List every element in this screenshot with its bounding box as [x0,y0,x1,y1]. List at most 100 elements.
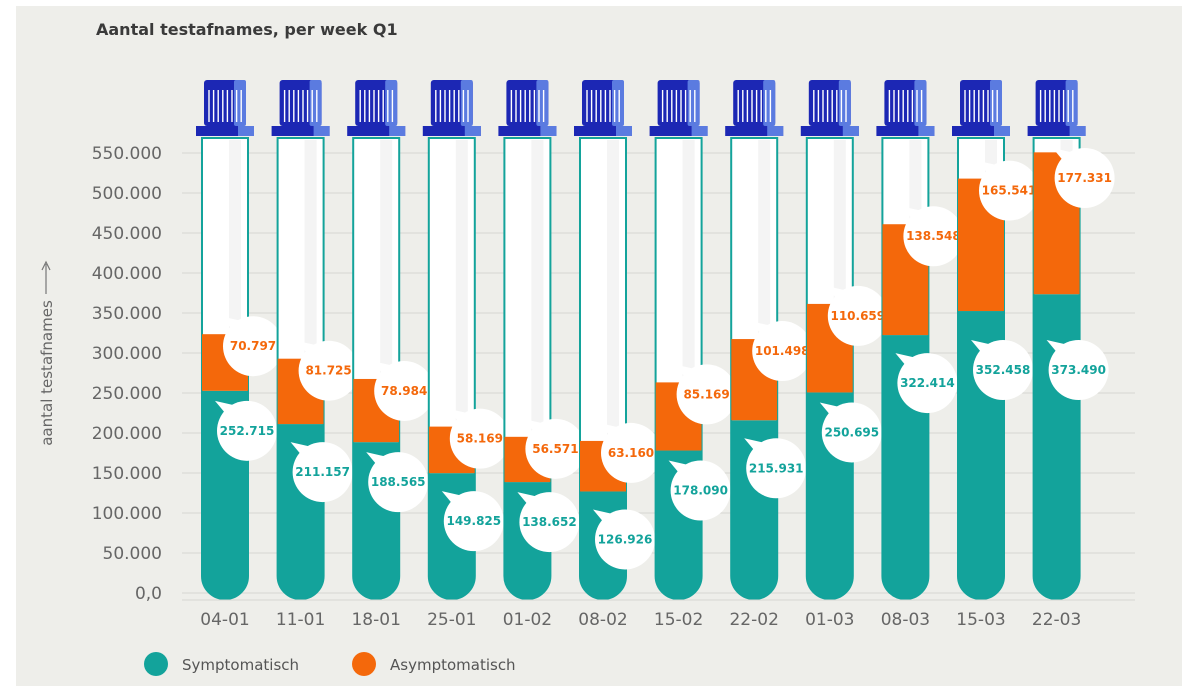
legend-label-asymptomatisch: Asymptomatisch [390,656,516,674]
data-label-asymptomatisch: 165.541 [982,184,1037,198]
bubble-circle [292,442,353,503]
cap-rim-shine [767,126,784,136]
bubble-circle [903,206,964,267]
tube-group: 352.458 165.541 [952,80,1039,600]
data-label-asymptomatisch: 138.548 [906,229,961,243]
bubble-tail [215,400,237,413]
cap-shine [838,80,851,126]
data-label-symptomatisch-bubble: 252.715 [215,400,277,461]
legend: Symptomatisch Asymptomatisch [144,652,516,676]
bubble-circle [298,340,359,401]
data-label-asymptomatisch-bubble: 78.984 [372,360,435,421]
tube-cap [876,80,935,136]
tube-highlight [607,140,619,441]
data-label-symptomatisch: 373.490 [1051,363,1106,377]
bubble-tail [977,160,999,173]
tube-group: 250.695 110.659 [800,80,888,600]
cap-rim [1027,126,1086,136]
data-label-asymptomatisch-bubble: 138.548 [901,206,964,267]
y-tick-label: 50.000 [103,544,162,564]
data-label-asymptomatisch: 78.984 [381,384,427,398]
tube-cap [574,80,632,136]
cap-rim-shine [616,126,632,136]
bubble-tail [366,452,389,465]
bubble-tail [1046,340,1069,352]
bubble-tail [750,321,773,334]
data-label-asymptomatisch-bubble: 70.797 [221,316,283,377]
tube-group: 188.565 78.984 [347,80,435,600]
y-tick-label: 300.000 [92,344,162,364]
data-label-asymptomatisch: 110.659 [830,309,885,323]
bubble-tail [599,422,621,435]
bubble-circle [973,340,1033,400]
data-label-asymptomatisch: 63.160 [608,446,654,460]
tube-group: 215.931 101.498 [725,80,813,600]
cap-rim-shine [238,126,254,136]
y-tick-label: 550.000 [92,144,162,164]
cap-rim-shine [918,126,935,136]
y-tick-label: 350.000 [92,304,162,324]
x-tick-label: 04-01 [200,610,249,630]
y-tick-label: 250.000 [92,384,162,404]
tube-group: 149.825 58.169 [422,80,510,600]
data-label-asymptomatisch: 85.169 [683,387,729,401]
data-label-symptomatisch: 322.414 [900,376,955,390]
data-label-asymptomatisch-bubble: 165.541 [977,160,1039,221]
bubble-circle [368,452,429,513]
bubble-circle [443,491,504,552]
cap-rim [347,126,406,136]
cap-rim-shine [994,126,1010,136]
tube-group: 126.926 63.160 [574,80,661,600]
y-tick-label: 150.000 [92,464,162,484]
tube-highlight [531,140,544,437]
cap-shine [990,80,1002,126]
tube-group: 373.490 177.331 [1027,80,1115,600]
data-label-asymptomatisch: 70.797 [230,339,276,353]
cap-shine [460,80,473,126]
cap-rim [574,126,632,136]
chart-title-main: Aantal testafnames [96,20,273,39]
data-label-asymptomatisch: 56.571 [532,442,578,456]
bubble-tail [819,402,842,415]
cap-rim [800,126,859,136]
bar-symptomatisch [1033,294,1080,599]
bubble-circle [676,364,737,425]
cap-rim-shine [842,126,859,136]
bubble-circle [670,460,731,521]
chart-title: Aantal testafnames, per week Q1 [96,20,398,39]
cap-rim-shine [389,126,406,136]
tube-group: 178.090 85.169 [649,80,737,600]
bubble-tail [593,509,615,522]
data-label-symptomatisch: 138.652 [522,515,577,529]
tube-highlight [380,140,393,379]
data-label-asymptomatisch: 58.169 [457,432,503,446]
tube-group: 322.414 138.548 [876,80,964,600]
y-axis-arrow [41,260,51,294]
y-tick-label: 450.000 [92,224,162,244]
bubble-tail [825,285,848,298]
tube-highlight [455,140,468,427]
tube-cap [725,80,784,136]
data-label-symptomatisch: 215.931 [749,461,804,475]
data-label-symptomatisch: 188.565 [371,475,426,489]
data-label-asymptomatisch-bubble: 101.498 [750,321,813,382]
bubble-circle [897,353,958,414]
data-label-symptomatisch-bubble: 322.414 [895,353,958,414]
cap-shine [536,80,549,126]
data-label-symptomatisch: 126.926 [598,532,653,546]
cap-rim-shine [1069,126,1086,136]
bubble-circle [979,160,1039,221]
bubble-circle [449,408,510,469]
cap-rim [271,126,330,136]
data-label-asymptomatisch: 81.725 [305,364,351,378]
bubble-circle [525,418,586,479]
data-label-symptomatisch: 178.090 [673,484,728,498]
bubble-tail [668,460,691,473]
data-label-asymptomatisch-bubble: 81.725 [296,340,359,401]
bubble-circle [223,316,283,377]
tube-cap [347,80,406,136]
bubble-tail [895,353,918,366]
x-tick-label: 22-03 [1032,610,1081,630]
bubble-circle [374,360,435,421]
bubble-tail [971,340,993,352]
